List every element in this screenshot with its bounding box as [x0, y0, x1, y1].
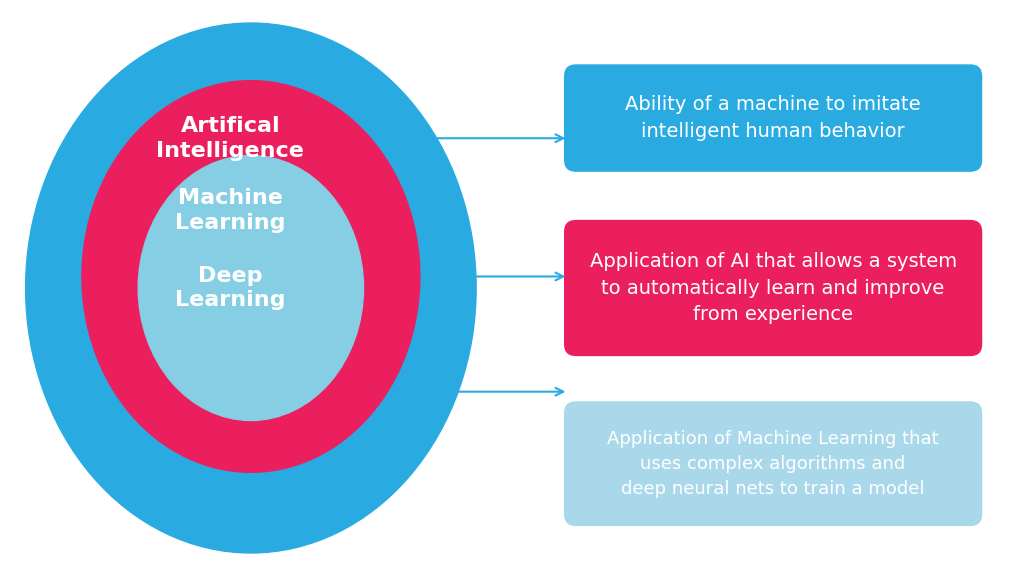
FancyBboxPatch shape	[564, 65, 982, 172]
Text: Application of AI that allows a system
to automatically learn and improve
from e: Application of AI that allows a system t…	[590, 252, 956, 324]
Text: Ability of a machine to imitate
intelligent human behavior: Ability of a machine to imitate intellig…	[626, 96, 921, 141]
Text: Application of Machine Learning that
uses complex algorithms and
deep neural net: Application of Machine Learning that use…	[607, 430, 939, 498]
Text: Machine
Learning: Machine Learning	[175, 188, 286, 233]
Text: Deep
Learning: Deep Learning	[175, 266, 286, 310]
Ellipse shape	[26, 23, 476, 553]
Text: Artifical
Intelligence: Artifical Intelligence	[157, 116, 304, 161]
Ellipse shape	[138, 156, 364, 420]
FancyBboxPatch shape	[564, 220, 982, 356]
FancyBboxPatch shape	[564, 401, 982, 526]
Ellipse shape	[82, 81, 420, 472]
